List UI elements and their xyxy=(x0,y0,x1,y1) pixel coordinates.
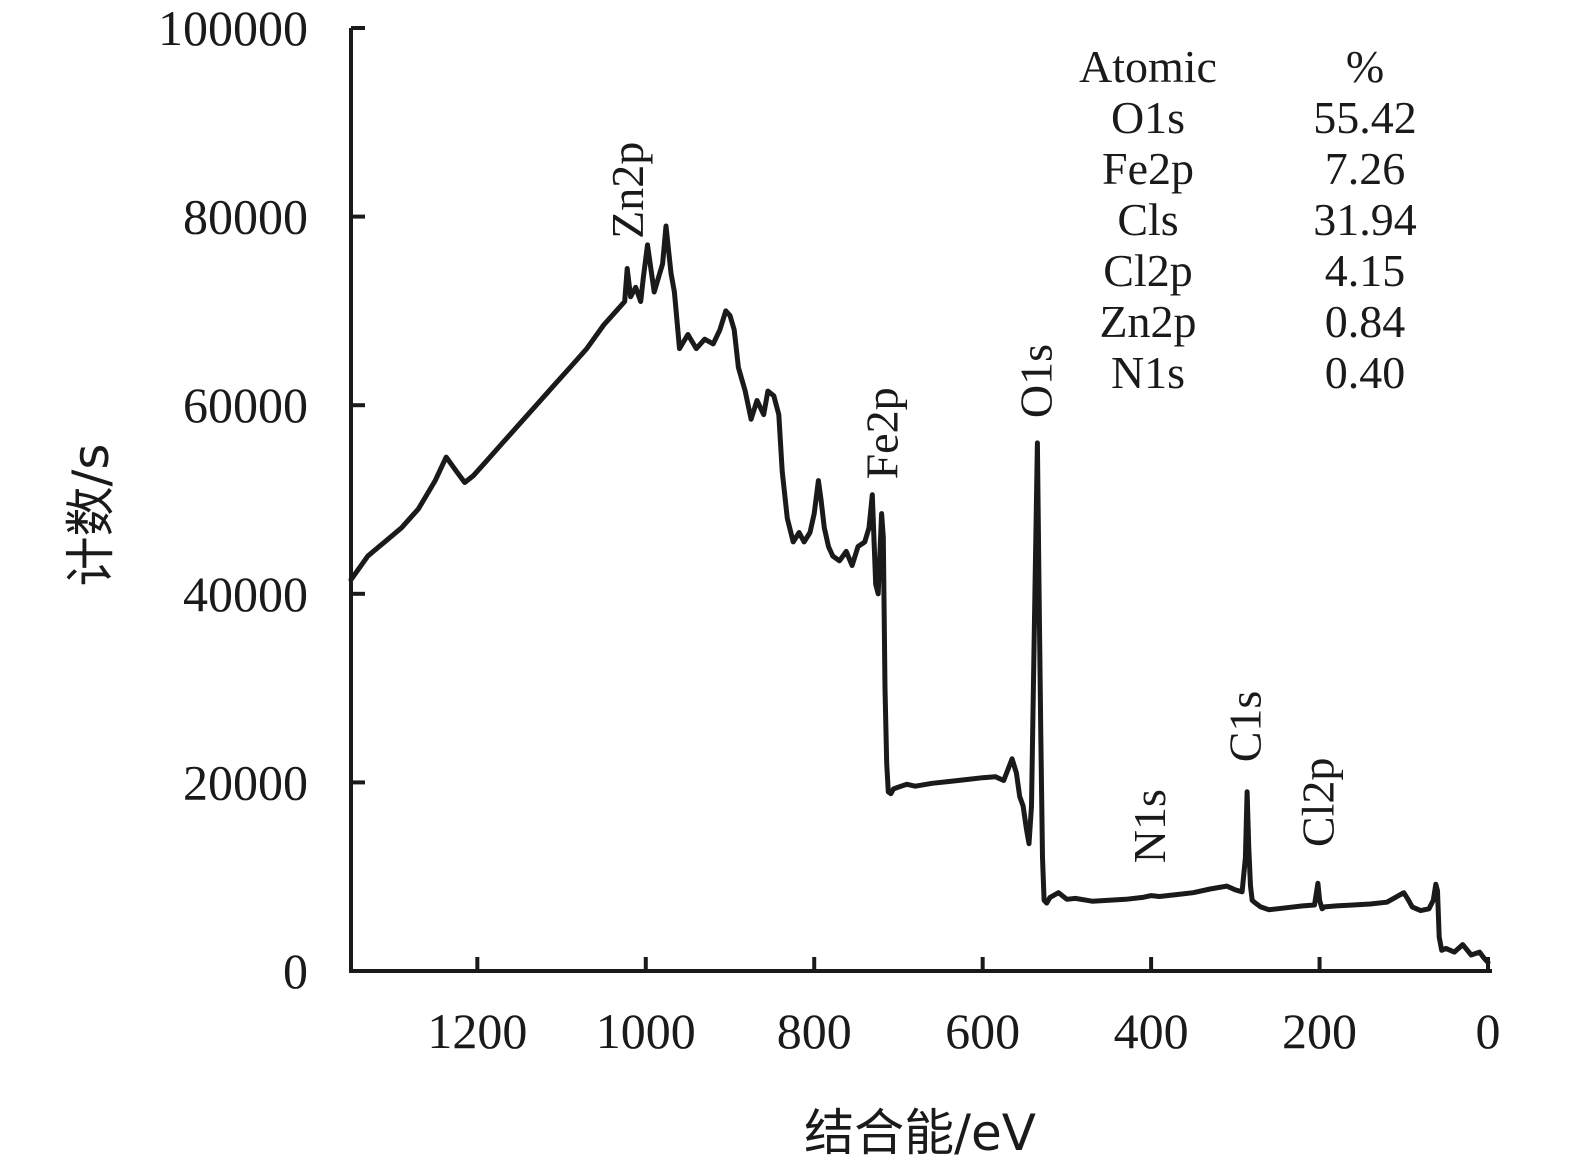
table-cell-element: Cls xyxy=(1117,194,1178,245)
table-cell-element: N1s xyxy=(1111,347,1185,398)
y-tick-label: 40000 xyxy=(183,566,308,622)
peak-labels: Zn2p Fe2p O1s N1s C1s Cl2p xyxy=(602,142,1344,863)
peak-label: Fe2p xyxy=(856,387,907,479)
series-layer xyxy=(348,223,1491,965)
x-tick-label: 1000 xyxy=(596,1003,696,1059)
table-header-atomic: Atomic xyxy=(1079,41,1217,92)
atomic-table: Atomic % O1s 55.42 Fe2p 7.26 Cls 31.94 Cl2p 4.15 Z… xyxy=(1079,41,1417,398)
axes xyxy=(349,28,1492,973)
y-ticks: 0 20000 40000 60000 80000 100000 xyxy=(158,0,365,999)
table-header-percent: % xyxy=(1346,41,1384,92)
y-tick-label: 20000 xyxy=(183,754,308,810)
x-axis-title: 结合能/eV xyxy=(804,1104,1036,1162)
table-cell-element: Zn2p xyxy=(1099,296,1196,347)
y-tick-label: 100000 xyxy=(158,0,308,56)
table-cell-percent: 31.94 xyxy=(1313,194,1417,245)
table-cell-element: O1s xyxy=(1111,92,1185,143)
y-tick-label: 60000 xyxy=(183,377,308,433)
x-tick-label: 200 xyxy=(1282,1003,1357,1059)
x-tick-label: 1200 xyxy=(427,1003,527,1059)
x-tick-label: 800 xyxy=(777,1003,852,1059)
table-cell-percent: 0.84 xyxy=(1325,296,1406,347)
table-cell-percent: 4.15 xyxy=(1325,245,1406,296)
x-tick-label: 0 xyxy=(1476,1003,1501,1059)
peak-label: Zn2p xyxy=(602,142,653,239)
peak-label: Cl2p xyxy=(1293,758,1344,847)
x-tick-label: 400 xyxy=(1114,1003,1189,1059)
table-cell-element: Fe2p xyxy=(1102,143,1194,194)
y-axis-title: 计数/s xyxy=(62,444,120,587)
spectrum-line xyxy=(348,223,1491,965)
table-cell-percent: 7.26 xyxy=(1325,143,1406,194)
peak-label: O1s xyxy=(1010,344,1061,418)
table-cell-percent: 0.40 xyxy=(1325,347,1406,398)
table-cell-element: Cl2p xyxy=(1103,245,1192,296)
y-tick-label: 0 xyxy=(283,943,308,999)
x-tick-label: 600 xyxy=(945,1003,1020,1059)
y-tick-label: 80000 xyxy=(183,189,308,245)
x-ticks: 1200 1000 800 600 400 200 0 xyxy=(427,957,1501,1059)
peak-label: N1s xyxy=(1124,789,1175,863)
table-cell-percent: 55.42 xyxy=(1313,92,1417,143)
peak-label: C1s xyxy=(1219,691,1270,763)
